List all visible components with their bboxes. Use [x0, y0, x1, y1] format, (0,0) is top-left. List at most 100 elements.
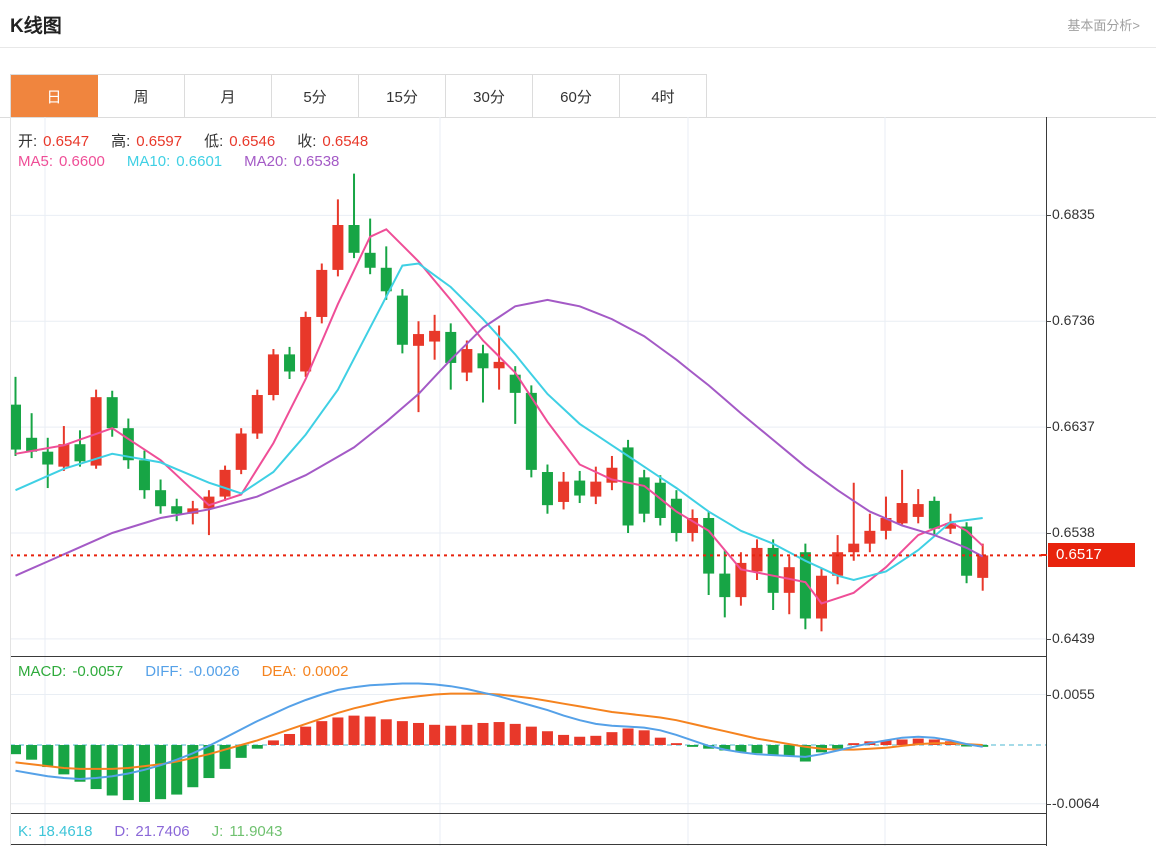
ma-legend: MA5: 0.6600 MA10: 0.6601 MA20: 0.6538 — [18, 153, 361, 170]
macd-hist-bar — [687, 745, 699, 747]
candle-body — [364, 252, 376, 268]
fundamental-analysis-link[interactable]: 基本面分析> — [1067, 18, 1140, 33]
legend-value: 11.9043 — [229, 823, 283, 840]
macd-hist-bar — [316, 721, 328, 745]
legend-label: 高: — [111, 133, 131, 150]
candle-body — [525, 392, 537, 470]
candle-body — [267, 354, 279, 396]
candle-body — [799, 552, 811, 619]
macd-hist-bar — [106, 745, 118, 796]
legend-value: 18.4618 — [38, 823, 93, 840]
candle-body — [735, 562, 747, 598]
tab-60分[interactable]: 60分 — [533, 75, 620, 118]
candle-body — [122, 428, 134, 461]
macd-hist-bar — [138, 745, 150, 802]
candle-body — [445, 331, 457, 363]
macd-hist-bar — [413, 722, 424, 745]
macd-hist-bar — [284, 733, 296, 745]
macd-hist-bar — [832, 745, 844, 749]
macd-hist-bar — [590, 735, 602, 745]
candle-body — [332, 225, 344, 270]
tabbar-bottom-border — [0, 117, 1156, 118]
legend-value: 21.7406 — [135, 823, 190, 840]
candle-body — [767, 547, 779, 593]
legend-value: -0.0026 — [188, 663, 240, 680]
legend-label: MACD: — [18, 663, 67, 680]
tab-月[interactable]: 月 — [185, 75, 272, 118]
candle-body — [622, 447, 634, 526]
macd-hist-bar — [541, 731, 553, 745]
candle-body — [961, 526, 973, 576]
axis-tick-label: 0.6637 — [1046, 418, 1095, 435]
macd-hist-bar — [751, 745, 763, 754]
macd-hist-bar — [429, 724, 441, 745]
legend-label: 收: — [297, 133, 317, 150]
candle-body — [509, 374, 521, 393]
chart-area[interactable]: 开: 0.6547 高: 0.6597 低: 0.6546 收: 0.6548 MA5: 0.6… — [10, 117, 1047, 846]
tab-15分[interactable]: 15分 — [359, 75, 446, 118]
diff-line — [15, 682, 983, 781]
candle-body — [928, 500, 940, 529]
macd-hist-bar — [622, 728, 634, 745]
macd-hist-bar — [558, 734, 570, 745]
macd-hist-bar — [961, 745, 973, 747]
candle-body — [300, 316, 312, 372]
macd-hist-bar — [606, 732, 618, 745]
candle-body — [219, 469, 231, 497]
candle-body — [896, 503, 908, 524]
axis-tick-label: 0.6538 — [1046, 523, 1095, 540]
candle-body — [703, 517, 715, 574]
tab-周[interactable]: 周 — [98, 75, 185, 118]
dea-line — [15, 692, 983, 770]
ohlc-legend: 开: 0.6547 高: 0.6597 低: 0.6546 收: 0.6548 — [18, 130, 390, 151]
legend-label: J: — [211, 823, 224, 840]
candle-body — [493, 361, 505, 369]
candle-body — [783, 567, 795, 593]
candle-body — [316, 269, 328, 317]
macd-hist-bar — [670, 743, 682, 745]
macd-legend: MACD: -0.0057 DIFF: -0.0026 DEA: 0.0002 — [18, 663, 371, 680]
candle-body — [284, 354, 296, 372]
axis-tick-label: 0.6736 — [1046, 312, 1095, 329]
candle-body — [251, 395, 263, 434]
macd-hist-bar — [155, 745, 167, 800]
legend-label: D: — [114, 823, 130, 840]
macd-hist-bar — [880, 740, 892, 745]
candle-body — [138, 460, 150, 491]
kline-chart-canvas[interactable] — [10, 117, 1047, 846]
tab-4时[interactable]: 4时 — [620, 75, 707, 118]
legend-value: 0.6601 — [176, 153, 223, 170]
macd-hist-bar — [767, 745, 779, 756]
candle-body — [380, 267, 392, 292]
macd-hist-bar — [187, 745, 199, 788]
macd-hist-bar — [654, 737, 666, 745]
legend-label: 开: — [18, 133, 38, 150]
candle-body — [106, 397, 118, 429]
macd-hist-bar — [380, 719, 392, 745]
page-title: K线图 — [10, 16, 62, 37]
legend-value: 0.0002 — [302, 663, 349, 680]
macd-hist-bar — [10, 745, 21, 755]
macd-hist-bar — [461, 724, 473, 745]
legend-label: 低: — [204, 133, 224, 150]
legend-value: 0.6547 — [43, 133, 90, 150]
macd-hist-bar — [58, 745, 70, 775]
tab-5分[interactable]: 5分 — [272, 75, 359, 118]
macd-hist-bar — [219, 745, 231, 769]
macd-hist-bar — [574, 736, 586, 745]
candle-body — [751, 547, 763, 572]
axis-tick-label: -0.0064 — [1045, 794, 1100, 811]
macd-hist-bar — [735, 745, 747, 753]
macd-hist-bar — [90, 745, 102, 790]
macd-hist-bar — [348, 715, 360, 745]
tab-日[interactable]: 日 — [11, 75, 98, 118]
legend-label: K: — [18, 823, 33, 840]
candle-body — [912, 504, 924, 517]
macd-hist-bar — [509, 723, 521, 745]
macd-hist-bar — [26, 745, 38, 760]
candle-body — [10, 404, 21, 450]
legend-value: 0.6538 — [293, 153, 340, 170]
tab-30分[interactable]: 30分 — [446, 75, 533, 118]
macd-hist-bar — [251, 745, 263, 749]
candle-body — [74, 444, 86, 462]
